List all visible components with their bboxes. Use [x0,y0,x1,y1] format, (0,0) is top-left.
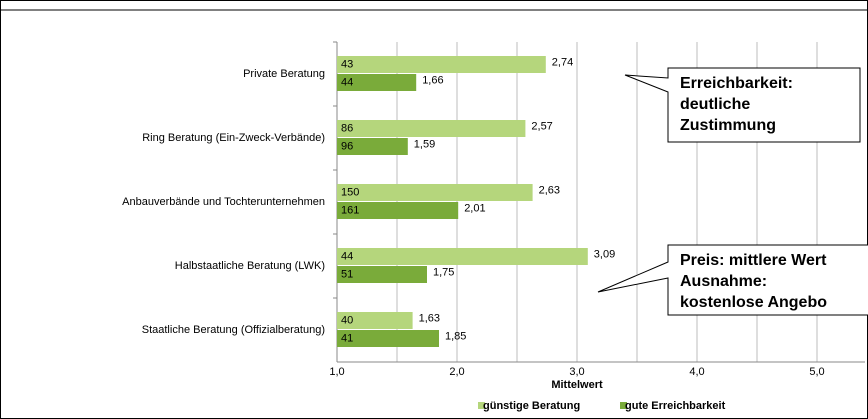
bar-count: 44 [341,76,353,88]
annotation: deutliche [680,96,750,113]
y-tick-label: Private Beratung [243,68,325,80]
bar-count: 40 [341,314,353,326]
annotation: Ausnahme: [680,273,767,290]
bar-count: 86 [341,122,353,134]
value-label: 1,75 [433,266,454,278]
value-label: 2,74 [552,56,573,68]
x-tick-label: 3,0 [569,366,584,378]
value-label: 3,09 [594,248,615,260]
bar-count: 51 [341,268,353,280]
y-tick-label: Staatliche Beratung (Offizialberatung) [142,324,325,336]
bar [337,184,533,201]
bar-count: 41 [341,332,353,344]
bar [337,266,427,283]
bar [337,248,588,265]
bar-count: 44 [341,250,353,262]
y-tick-label: Ring Beratung (Ein-Zweck-Verbände) [142,132,325,144]
bar-count: 43 [341,58,353,70]
y-tick-label: Anbauverbände und Tochterunternehmen [122,196,325,208]
bar [337,202,459,219]
legend-label: günstige Beratung [483,400,580,412]
bar [337,138,408,155]
value-label: 1,63 [419,312,440,324]
x-tick-label: 4,0 [689,366,704,378]
annotation: Zustimmung [680,117,776,134]
bar-count: 161 [341,204,359,216]
bar [337,312,413,329]
bar [337,330,439,347]
bar [337,120,526,137]
value-label: 1,59 [414,138,435,150]
x-tick-label: 1,0 [329,366,344,378]
bar-count: 150 [341,186,359,198]
legend-label: gute Erreichbarkeit [625,400,726,412]
x-tick-label: 2,0 [449,366,464,378]
callout [597,244,868,316]
bar [337,56,546,73]
bar-count: 96 [341,140,353,152]
value-label: 2,01 [464,202,485,214]
bar [337,74,417,91]
annotation: kostenlose Angebo [680,294,827,311]
annotation: Erreichbarkeit: [680,75,793,92]
value-label: 2,63 [539,184,560,196]
legend-swatch [478,402,485,409]
legend-swatch [620,402,627,409]
y-tick-label: Halbstaatliche Beratung (LWK) [175,260,325,272]
annotation: Preis: mittlere Wert [680,252,827,269]
value-label: 1,66 [422,74,443,86]
x-tick-label: 5,0 [809,366,824,378]
value-label: 2,57 [531,120,552,132]
x-axis-label: Mittelwert [551,379,603,391]
value-label: 1,85 [445,330,466,342]
callout [624,67,861,143]
